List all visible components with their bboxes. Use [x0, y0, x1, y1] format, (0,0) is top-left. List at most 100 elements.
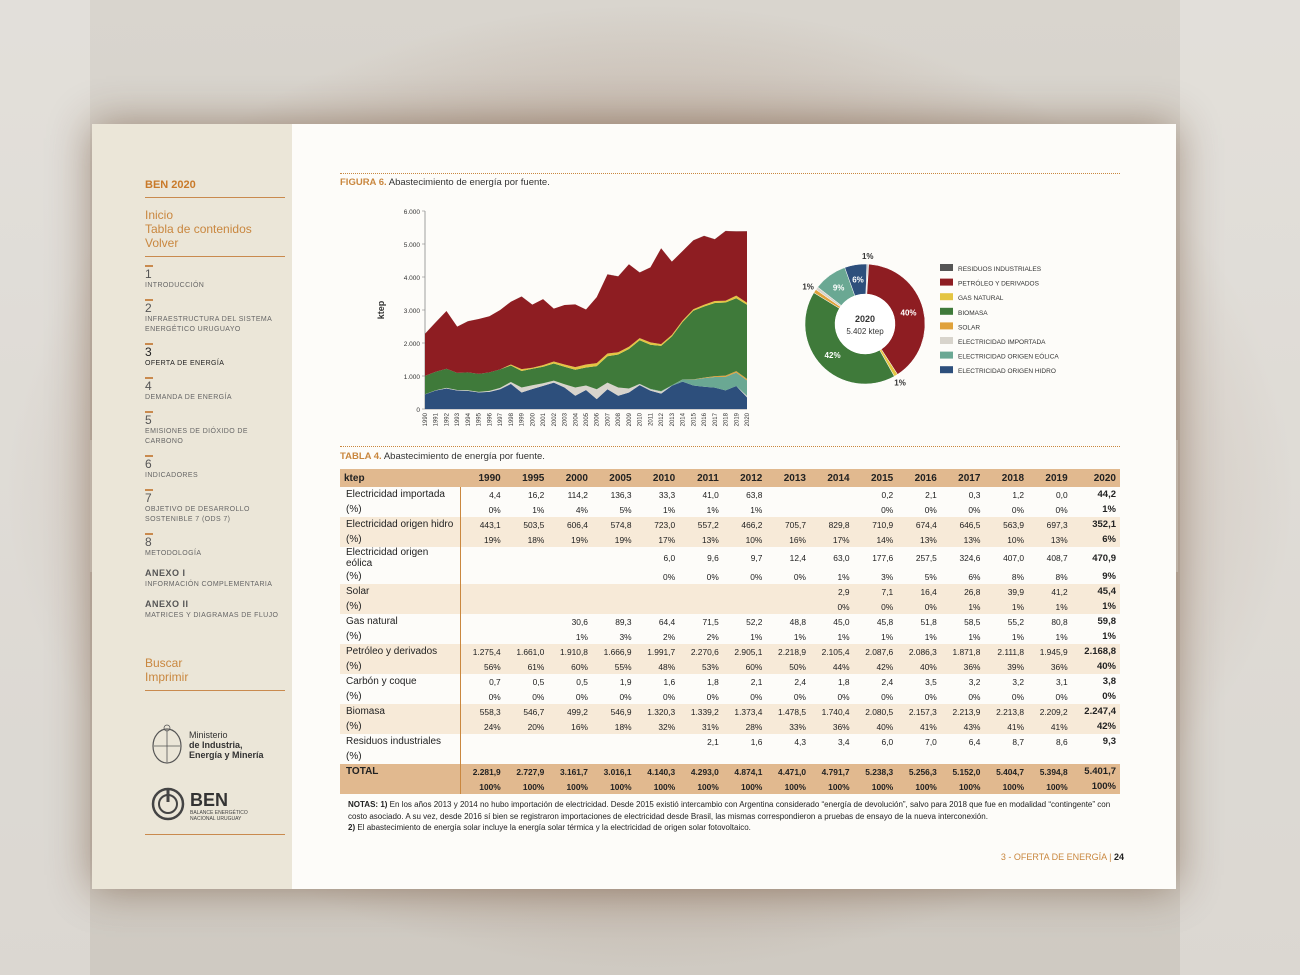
- table-cell: 5.401,7: [1071, 764, 1120, 779]
- sidebar-item-label: DEMANDA DE ENERGÍA: [145, 394, 232, 401]
- link-volver[interactable]: Volver: [145, 236, 179, 250]
- table-cell-pct: [460, 599, 505, 614]
- table-cell-pct: 1%: [750, 504, 763, 515]
- table-cell-pct: 56%: [460, 659, 505, 674]
- table-cell: 3.016,1: [591, 764, 636, 779]
- table-cell-pct: 0%: [1011, 504, 1025, 515]
- table-cell-pct: 0%: [881, 504, 894, 515]
- table-notes: NOTAS: 1) En los años 2013 y 2014 no hub…: [348, 799, 1123, 834]
- sidebar-item-6[interactable]: 6 INDICADORES: [145, 455, 285, 481]
- sidebar-item-5[interactable]: 5 EMISIONES DE DIÓXIDO DE CARBONO: [145, 411, 285, 447]
- link-tabla-contenidos[interactable]: Tabla de contenidos: [145, 222, 252, 236]
- row-label-pct: (%): [340, 502, 461, 517]
- table-cell-pct: 0%: [750, 571, 763, 582]
- table-cell-pct: 100%: [460, 779, 505, 794]
- table-cell: 4.874,1: [722, 764, 767, 779]
- legend-swatch: [940, 337, 953, 344]
- table-cell-pct: 100%: [897, 779, 941, 794]
- table-cell-pct: 1%: [793, 631, 806, 642]
- table-cell-pct: 41%: [897, 719, 941, 734]
- table-cell: 63,8: [746, 489, 763, 500]
- ben-logo: BEN BALANCE ENERGÉTICO NACIONAL URUGUAY: [150, 782, 280, 827]
- table-cell: 52,2: [746, 616, 763, 627]
- y-axis-label: ktep: [376, 300, 386, 319]
- donut-slice-label: 1%: [894, 378, 906, 387]
- table-cell-pct: 0%: [837, 691, 850, 702]
- x-tick-label: 2012: [659, 412, 665, 426]
- sidebar-item-7[interactable]: 7 OBJETIVO DE DESARROLLO SOSTENIBLE 7 (OD…: [145, 489, 285, 525]
- sidebar-item-4[interactable]: 4 DEMANDA DE ENERGÍA: [145, 377, 285, 403]
- row-label: Electricidad importada: [340, 487, 461, 502]
- table-cell-pct: 13%: [940, 532, 985, 547]
- sidebar-item-label: OBJETIVO DE DESARROLLO SOSTENIBLE 7 (ODS…: [145, 506, 250, 523]
- x-tick-label: 1997: [498, 412, 504, 426]
- table-cell-pct: 0%: [663, 571, 676, 582]
- table-cell-pct: 0%: [793, 691, 806, 702]
- legend-swatch: [940, 264, 953, 271]
- sidebar: BEN 2020 Inicio Tabla de contenidos Volv…: [92, 124, 292, 889]
- sidebar-item-1[interactable]: 1 INTRODUCCIÓN: [145, 265, 285, 291]
- table-cell-pct: 16%: [766, 532, 810, 547]
- table-cell-pct: 40%: [1071, 659, 1120, 674]
- table-cell: 1.910,8: [548, 644, 592, 659]
- table-cell-pct: 40%: [897, 659, 941, 674]
- table-cell-pct: 10%: [984, 532, 1029, 547]
- footer-section: 3 - OFERTA DE ENERGÍA: [1000, 852, 1107, 862]
- ben-mark: BEN: [190, 790, 228, 810]
- y-tick-label: 5.000: [404, 242, 421, 249]
- table-cell: 563,9: [984, 517, 1029, 532]
- table-cell: 16,2: [528, 489, 545, 500]
- table-row: Electricidad origen hidro 443,1 503,5 606,4…: [340, 517, 1120, 532]
- table-cell: 12,4: [789, 553, 806, 563]
- table-cell-pct: 100%: [984, 779, 1029, 794]
- table-cell-pct: 2%: [663, 631, 676, 642]
- row-label-pct: (%): [340, 749, 461, 764]
- table-cell-pct: [766, 502, 810, 517]
- table-cell: 71,5: [702, 616, 719, 627]
- link-buscar[interactable]: Buscar: [145, 656, 183, 670]
- table-cell: 499,2: [548, 704, 592, 719]
- table-cell: 443,1: [460, 517, 505, 532]
- table-cell-pct: [505, 569, 549, 584]
- table-cell: 51,8: [920, 616, 937, 627]
- column-header: 2015: [853, 469, 898, 487]
- table-row: Biomasa 558,3 546,7 499,2 546,9 1.320,3 1.339,…: [340, 704, 1120, 719]
- table-cell-pct: 19%: [460, 532, 505, 547]
- sidebar-item-8[interactable]: 8 METODOLOGÍA: [145, 533, 285, 559]
- table-row-pct: (%): [340, 749, 1120, 764]
- table-row: Electricidad origen eólica 6,0 9,6 9,7 12,4 6…: [340, 547, 1120, 569]
- sidebar-item-10[interactable]: ANEXO II MATRICES Y DIAGRAMAS DE FLUJO: [145, 598, 285, 621]
- table-cell: 408,7: [1046, 553, 1068, 563]
- link-inicio[interactable]: Inicio: [145, 208, 174, 222]
- table-cell-pct: [636, 749, 680, 764]
- table-cell-pct: 0%: [1011, 691, 1025, 702]
- table-cell: [766, 487, 810, 502]
- table-cell: 26,8: [940, 584, 985, 599]
- row-label: TOTAL: [340, 764, 461, 779]
- sidebar-item-2[interactable]: 2 INFRAESTRUCTURA DEL SISTEMA ENERGÉTICO …: [145, 299, 285, 335]
- sidebar-item-9[interactable]: ANEXO I INFORMACIÓN COMPLEMENTARIA: [145, 567, 285, 590]
- x-tick-label: 2010: [638, 412, 644, 426]
- legend-swatch: [940, 293, 953, 301]
- table-cell-pct: 0%: [1055, 691, 1068, 702]
- table-cell: 5.152,0: [940, 764, 985, 779]
- table-cell-pct: 1%: [1071, 599, 1120, 614]
- table-cell-pct: 6%: [968, 571, 981, 582]
- sidebar-item-3[interactable]: 3 OFERTA DE ENERGÍA: [145, 343, 285, 369]
- table-cell: 45,8: [876, 616, 894, 627]
- column-header: 2011: [679, 469, 723, 487]
- table-cell: 0,3: [968, 489, 981, 500]
- link-imprimir[interactable]: Imprimir: [145, 670, 189, 684]
- table-cell: 2.111,8: [984, 644, 1029, 659]
- table-cell: 63,0: [833, 553, 850, 563]
- table-cell: 557,2: [679, 517, 723, 532]
- donut-slice-label: 1%: [862, 252, 874, 261]
- table-cell-pct: 0%: [809, 599, 854, 614]
- table-cell-pct: 0%: [575, 691, 588, 702]
- table-cell: 4.471,0: [766, 764, 810, 779]
- table-cell: 9,3: [1102, 736, 1116, 747]
- table-cell-pct: 0%: [793, 571, 806, 582]
- table-cell-pct: 8%: [1055, 571, 1068, 582]
- figure-title: Abastecimiento de energía por fuente.: [388, 177, 550, 188]
- table-row-pct: (%) 0% 0% 0% 1% 1% 1% 1%: [340, 599, 1120, 614]
